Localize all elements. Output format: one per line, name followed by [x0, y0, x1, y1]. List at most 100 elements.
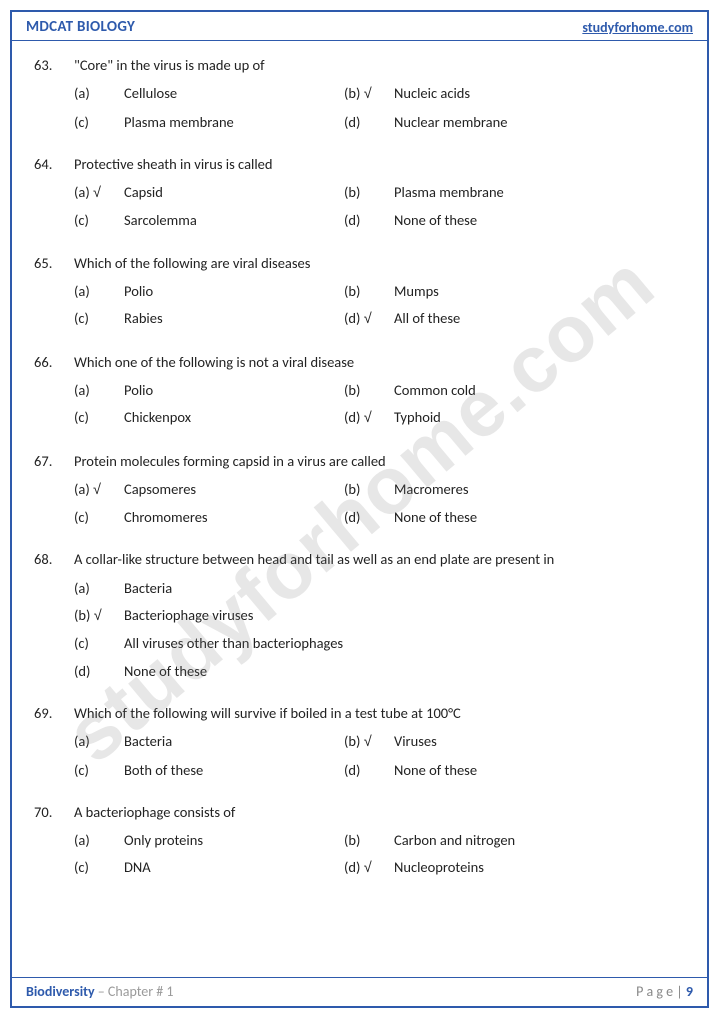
- option-row: (a)Cellulose(b) √Nucleic acids: [74, 83, 685, 104]
- question-text: A bacteriophage consists of: [74, 802, 685, 822]
- option-label: (d): [344, 507, 394, 527]
- option-text: Plasma membrane: [394, 182, 685, 202]
- question-row: 69.Which of the following will survive i…: [34, 703, 685, 723]
- question: 65.Which of the following are viral dise…: [34, 253, 685, 330]
- question-text: Which one of the following is not a vira…: [74, 352, 685, 372]
- option-label: (b): [344, 182, 394, 202]
- options: (a)Polio(b)Common cold(c)Chickenpox(d) √…: [74, 380, 685, 429]
- option-text: Rabies: [124, 308, 344, 328]
- option-label: (d) √: [344, 857, 394, 878]
- header-title: MDCAT BIOLOGY: [26, 18, 135, 36]
- option-text: Nucleic acids: [394, 83, 685, 103]
- check-icon: √: [94, 608, 102, 624]
- question-number: 68.: [34, 549, 74, 569]
- options: (a)Bacteria(b) √Viruses(c)Both of these(…: [74, 731, 685, 780]
- footer-topic: Biodiversity: [26, 983, 95, 1000]
- option: (a)Bacteria: [74, 731, 344, 752]
- option-label: (a) √: [74, 479, 124, 500]
- option-row: (c)Rabies(d) √All of these: [74, 308, 685, 329]
- option: (d) √Typhoid: [344, 407, 685, 428]
- check-icon: √: [364, 86, 372, 102]
- option-text: Common cold: [394, 380, 685, 400]
- option-label: (a): [74, 578, 124, 598]
- option-row: (a) √Capsid(b)Plasma membrane: [74, 182, 685, 203]
- option-label: (b): [344, 830, 394, 850]
- option: (b)Common cold: [344, 380, 685, 400]
- option: (c)Chickenpox: [74, 407, 344, 428]
- option-label: (c): [74, 210, 124, 230]
- option: (c)Both of these: [74, 760, 344, 780]
- footer-page-label: P a g e |: [636, 983, 686, 1000]
- question-number: 70.: [34, 802, 74, 822]
- option: (b) √Bacteriophage viruses: [74, 605, 685, 626]
- question: 70.A bacteriophage consists of (a)Only pr…: [34, 802, 685, 879]
- question-text: "Core" in the virus is made up of: [74, 55, 685, 75]
- question: 63."Core" in the virus is made up of(a)C…: [34, 55, 685, 132]
- question-row: 66.Which one of the following is not a v…: [34, 352, 685, 372]
- option-label: (a) √: [74, 182, 124, 203]
- check-icon: √: [364, 860, 372, 876]
- option-label: (c): [74, 407, 124, 427]
- check-icon: √: [364, 311, 372, 327]
- option-text: None of these: [394, 210, 685, 230]
- option-text: Plasma membrane: [124, 112, 344, 132]
- options: (a)Only proteins(b)Carbon and nitrogen(c…: [74, 830, 685, 879]
- option: (d)None of these: [344, 507, 685, 527]
- check-icon: √: [364, 410, 372, 426]
- option-label: (c): [74, 760, 124, 780]
- option: (b)Carbon and nitrogen: [344, 830, 685, 850]
- option-label: (d): [74, 661, 124, 681]
- question-number: 65.: [34, 253, 74, 273]
- page-header: MDCAT BIOLOGY studyforhome.com: [12, 12, 707, 41]
- option-label: (c): [74, 857, 124, 877]
- option: (d) √Nucleoproteins: [344, 857, 685, 878]
- option: (d)Nuclear membrane: [344, 112, 685, 132]
- option-text: Macromeres: [394, 479, 685, 499]
- option-text: Both of these: [124, 760, 344, 780]
- question-number: 66.: [34, 352, 74, 372]
- question-row: 63."Core" in the virus is made up of: [34, 55, 685, 75]
- option-text: All of these: [394, 308, 685, 328]
- option: (a)Bacteria: [74, 578, 685, 598]
- option: (c)All viruses other than bacteriophages: [74, 633, 685, 653]
- option-label: (d) √: [344, 308, 394, 329]
- option-label: (b) √: [344, 731, 394, 752]
- footer-left: Biodiversity – Chapter # 1: [26, 983, 174, 1000]
- option-text: Polio: [124, 281, 344, 301]
- option-row: (a)Bacteria(b) √Viruses: [74, 731, 685, 752]
- question-text: Which of the following are viral disease…: [74, 253, 685, 273]
- option: (d)None of these: [344, 760, 685, 780]
- option: (b)Plasma membrane: [344, 182, 685, 203]
- option-label: (d): [344, 210, 394, 230]
- option-label: (c): [74, 633, 124, 653]
- option-row: (a)Polio(b)Mumps: [74, 281, 685, 301]
- question-number: 64.: [34, 154, 74, 174]
- header-site-link[interactable]: studyforhome.com: [582, 19, 693, 36]
- option-label: (b): [344, 380, 394, 400]
- option: (c)Rabies: [74, 308, 344, 329]
- option-label: (d): [344, 760, 394, 780]
- option: (c)Chromomeres: [74, 507, 344, 527]
- option-text: Only proteins: [124, 830, 344, 850]
- options: (a)Bacteria (b) √Bacteriophage viruses (c)…: [74, 578, 685, 681]
- question-text: Which of the following will survive if b…: [74, 703, 685, 723]
- option: (d)None of these: [74, 661, 685, 681]
- content-area: 63."Core" in the virus is made up of (a) C…: [12, 41, 707, 911]
- question-row: 64.Protective sheath in virus is called: [34, 154, 685, 174]
- question: 66.Which one of the following is not a v…: [34, 352, 685, 429]
- option: (a) √Capsid: [74, 182, 344, 203]
- question-text: Protective sheath in virus is called: [74, 154, 685, 174]
- option-text: Chickenpox: [124, 407, 344, 427]
- option: (a)Polio: [74, 281, 344, 301]
- option-row: (c)All viruses other than bacteriophages: [74, 633, 685, 653]
- question-row: 65.Which of the following are viral dise…: [34, 253, 685, 273]
- check-icon: √: [93, 185, 101, 201]
- options: (a) √Capsomeres(b)Macromeres(c)Chromomer…: [74, 479, 685, 528]
- question-number: 67.: [34, 451, 74, 471]
- option-label: (a): [74, 281, 124, 301]
- check-icon: √: [93, 482, 101, 498]
- option-text: Nucleoproteins: [394, 857, 685, 877]
- option-label: (c): [74, 112, 124, 132]
- option: (a)Polio: [74, 380, 344, 400]
- question: 69.Which of the following will survive i…: [34, 703, 685, 780]
